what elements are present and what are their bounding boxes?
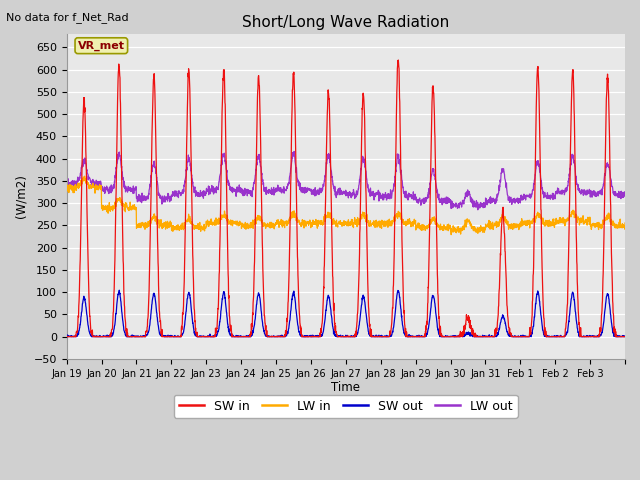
Text: No data for f_Net_Rad: No data for f_Net_Rad xyxy=(6,12,129,23)
Text: VR_met: VR_met xyxy=(78,41,125,51)
Title: Short/Long Wave Radiation: Short/Long Wave Radiation xyxy=(242,15,449,30)
Y-axis label: (W/m2): (W/m2) xyxy=(15,175,28,218)
Legend: SW in, LW in, SW out, LW out: SW in, LW in, SW out, LW out xyxy=(173,395,518,418)
X-axis label: Time: Time xyxy=(332,382,360,395)
